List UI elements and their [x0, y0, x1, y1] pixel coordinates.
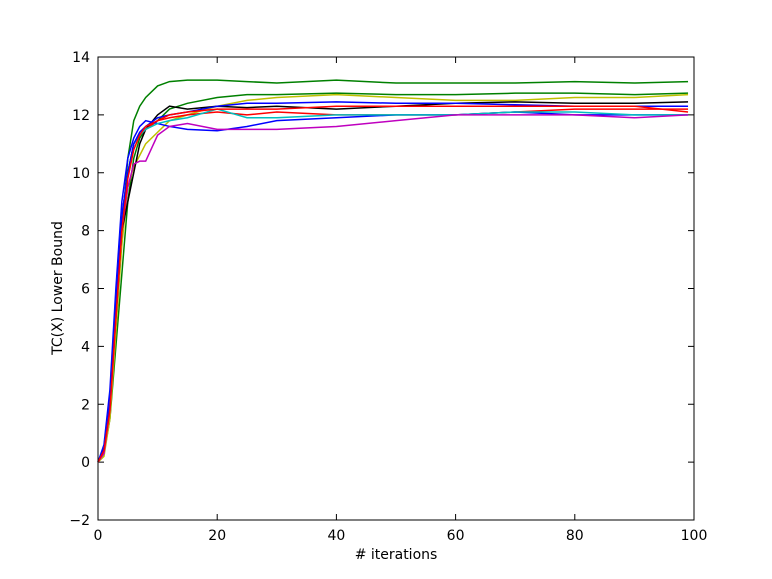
- y-tick-label: 6: [81, 282, 90, 298]
- y-tick-label: 4: [81, 339, 90, 355]
- y-tick-label: 0: [81, 455, 90, 471]
- x-tick-label: 20: [208, 528, 226, 544]
- y-tick-label: 14: [72, 50, 90, 66]
- y-tick-label: 10: [72, 166, 90, 182]
- y-tick-label: −2: [69, 513, 90, 529]
- y-tick-label: 8: [81, 224, 90, 240]
- x-tick-label: 60: [447, 528, 465, 544]
- x-axis-label: # iterations: [355, 547, 438, 563]
- x-tick-label: 40: [327, 528, 345, 544]
- y-tick-label: 2: [81, 397, 90, 413]
- x-tick-label: 0: [94, 528, 103, 544]
- x-tick-label: 100: [681, 528, 708, 544]
- data-line: [97, 92, 689, 463]
- x-tick-label: 80: [566, 528, 584, 544]
- y-axis-label: TC(X) Lower Bound: [50, 221, 66, 356]
- data-line: [97, 105, 689, 463]
- data-line: [97, 93, 689, 463]
- y-tick-label: 12: [72, 108, 90, 124]
- plot-area: [98, 57, 694, 520]
- axes-frame: [97, 56, 695, 521]
